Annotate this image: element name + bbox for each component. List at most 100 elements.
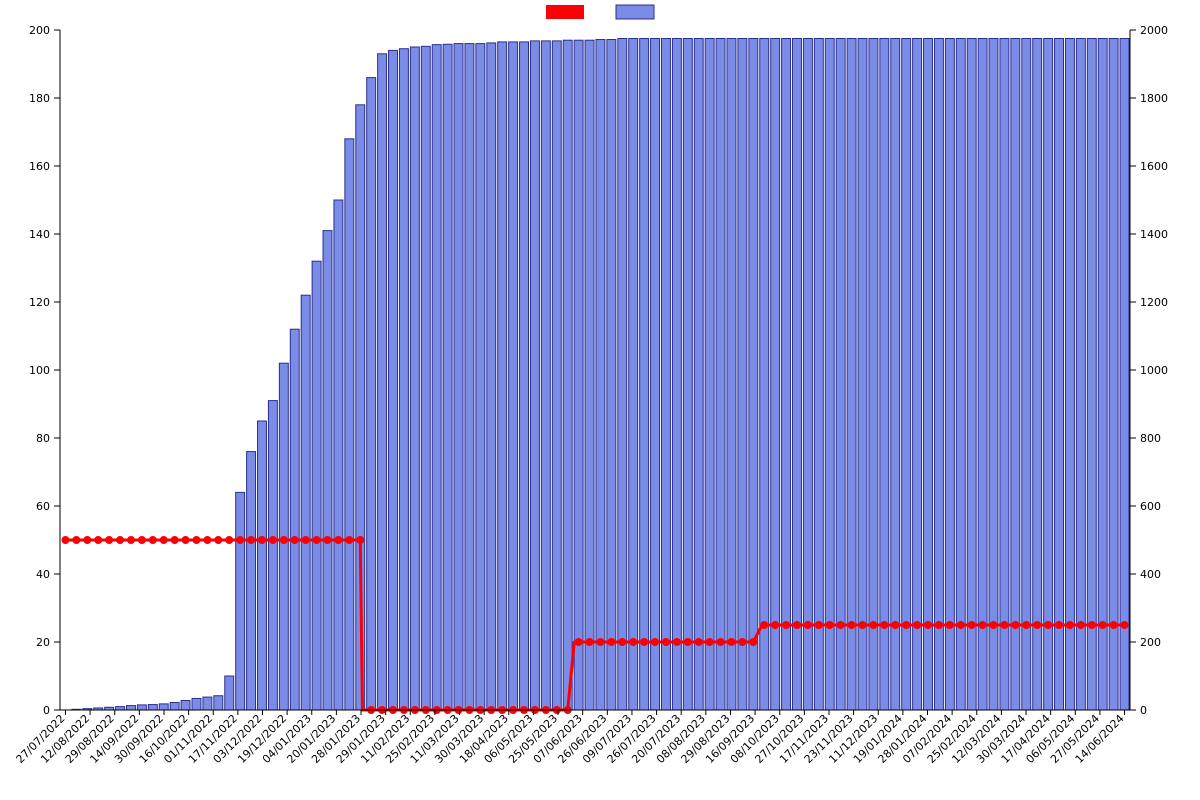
- line-marker: [772, 622, 779, 629]
- line-marker: [302, 537, 309, 544]
- bar: [934, 39, 943, 711]
- y-left-tick-label: 0: [43, 704, 50, 717]
- bar: [858, 39, 867, 711]
- bar: [651, 39, 660, 711]
- line-marker: [1034, 622, 1041, 629]
- line-marker: [925, 622, 932, 629]
- y-left-tick-label: 60: [36, 500, 50, 513]
- legend-swatch-line: [546, 5, 584, 19]
- line-marker: [280, 537, 287, 544]
- bar: [290, 329, 299, 710]
- line-marker: [761, 622, 768, 629]
- bar: [618, 39, 627, 711]
- line-marker: [357, 537, 364, 544]
- bar: [738, 39, 747, 711]
- bar: [268, 401, 277, 710]
- line-marker: [662, 639, 669, 646]
- bar: [170, 703, 179, 710]
- bar: [891, 39, 900, 711]
- line-marker: [1077, 622, 1084, 629]
- line-marker: [859, 622, 866, 629]
- bar: [476, 44, 485, 710]
- line-marker: [728, 639, 735, 646]
- bar: [563, 40, 572, 710]
- bar: [945, 39, 954, 711]
- line-marker: [1088, 622, 1095, 629]
- bar: [967, 39, 976, 711]
- y-left-tick-label: 200: [29, 24, 50, 37]
- line-marker: [182, 537, 189, 544]
- line-marker: [258, 537, 265, 544]
- bar: [803, 39, 812, 711]
- bar: [924, 39, 933, 711]
- bar: [1087, 39, 1096, 711]
- line-marker: [783, 622, 790, 629]
- bar: [847, 39, 856, 711]
- bar: [432, 45, 441, 710]
- line-marker: [106, 537, 113, 544]
- y-left-tick-label: 180: [29, 92, 50, 105]
- line-marker: [804, 622, 811, 629]
- bar: [159, 704, 168, 710]
- bar: [192, 698, 201, 710]
- line-marker: [575, 639, 582, 646]
- y-left-tick-label: 100: [29, 364, 50, 377]
- y-right-tick-label: 1600: [1140, 160, 1168, 173]
- line-marker: [990, 622, 997, 629]
- line-marker: [837, 622, 844, 629]
- bar: [727, 39, 736, 711]
- bar: [1098, 39, 1107, 711]
- line-marker: [750, 639, 757, 646]
- line-marker: [968, 622, 975, 629]
- line-marker: [652, 639, 659, 646]
- bar: [389, 50, 398, 710]
- bar: [312, 261, 321, 710]
- line-marker: [248, 537, 255, 544]
- bar: [509, 42, 518, 710]
- bar: [978, 39, 987, 711]
- line-marker: [979, 622, 986, 629]
- bar: [956, 39, 965, 711]
- dual-axis-chart: 0204060801001201401601802000200400600800…: [0, 0, 1200, 800]
- bar: [214, 696, 223, 710]
- bar: [345, 139, 354, 710]
- line-marker: [1045, 622, 1052, 629]
- bar: [989, 39, 998, 711]
- line-marker: [793, 622, 800, 629]
- bar: [323, 231, 332, 710]
- bar: [836, 39, 845, 711]
- bar: [552, 41, 561, 710]
- line-marker: [346, 537, 353, 544]
- line-marker: [881, 622, 888, 629]
- bar: [247, 452, 256, 710]
- line-marker: [84, 537, 91, 544]
- line-marker: [73, 537, 80, 544]
- line-marker: [815, 622, 822, 629]
- bar: [1011, 39, 1020, 711]
- line-marker: [608, 639, 615, 646]
- line-marker: [171, 537, 178, 544]
- y-left-tick-label: 80: [36, 432, 50, 445]
- line-marker: [138, 537, 145, 544]
- line-marker: [641, 639, 648, 646]
- bar: [498, 42, 507, 710]
- bar: [607, 40, 616, 710]
- y-right-tick-label: 1400: [1140, 228, 1168, 241]
- bar: [301, 295, 310, 710]
- line-marker: [149, 537, 156, 544]
- line-marker: [870, 622, 877, 629]
- bar: [203, 697, 212, 710]
- bar: [825, 39, 834, 711]
- line-marker: [1066, 622, 1073, 629]
- bar: [913, 39, 922, 711]
- line-marker: [1056, 622, 1063, 629]
- bar: [880, 39, 889, 711]
- line-marker: [193, 537, 200, 544]
- bar: [596, 40, 605, 710]
- bar: [1109, 39, 1118, 711]
- y-right-tick-label: 400: [1140, 568, 1161, 581]
- line-marker: [706, 639, 713, 646]
- line-marker: [324, 537, 331, 544]
- line-marker: [127, 537, 134, 544]
- y-right-tick-label: 2000: [1140, 24, 1168, 37]
